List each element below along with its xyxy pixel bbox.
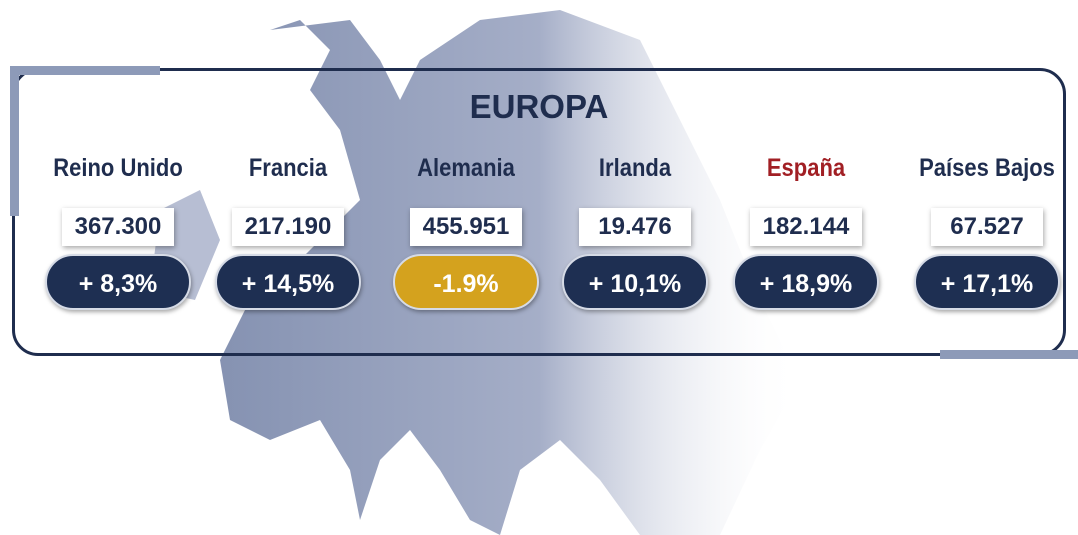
country-change: + 8,3%	[45, 254, 191, 310]
country-value: 367.300	[62, 208, 174, 246]
country-name: Alemania	[417, 154, 515, 182]
country-name: Irlanda	[598, 154, 672, 182]
country-name: Países Bajos	[919, 154, 1055, 182]
country-column: España 182.144 + 18,9%	[718, 150, 894, 310]
country-column: Irlanda 19.476 + 10,1%	[547, 150, 723, 310]
country-change: + 17,1%	[914, 254, 1060, 310]
country-value: 455.951	[410, 208, 522, 246]
country-column: Reino Unido 367.300 + 8,3%	[30, 150, 206, 310]
accent	[10, 66, 160, 75]
country-change: -1.9%	[393, 254, 539, 310]
country-value: 217.190	[232, 208, 344, 246]
country-change: + 14,5%	[215, 254, 361, 310]
country-name: España	[766, 154, 846, 182]
country-value: 19.476	[579, 208, 691, 246]
country-column: Francia 217.190 + 14,5%	[200, 150, 376, 310]
accent	[940, 350, 1078, 359]
accent	[10, 66, 19, 216]
country-value: 182.144	[750, 208, 862, 246]
country-name: Francia	[248, 154, 328, 182]
country-column: Alemania 455.951 -1.9%	[378, 150, 554, 310]
country-change: + 18,9%	[733, 254, 879, 310]
country-change: + 10,1%	[562, 254, 708, 310]
country-column: Países Bajos 67.527 + 17,1%	[899, 150, 1075, 310]
title: EUROPA	[469, 88, 609, 125]
country-value: 67.527	[931, 208, 1043, 246]
country-name: Reino Unido	[53, 154, 183, 182]
